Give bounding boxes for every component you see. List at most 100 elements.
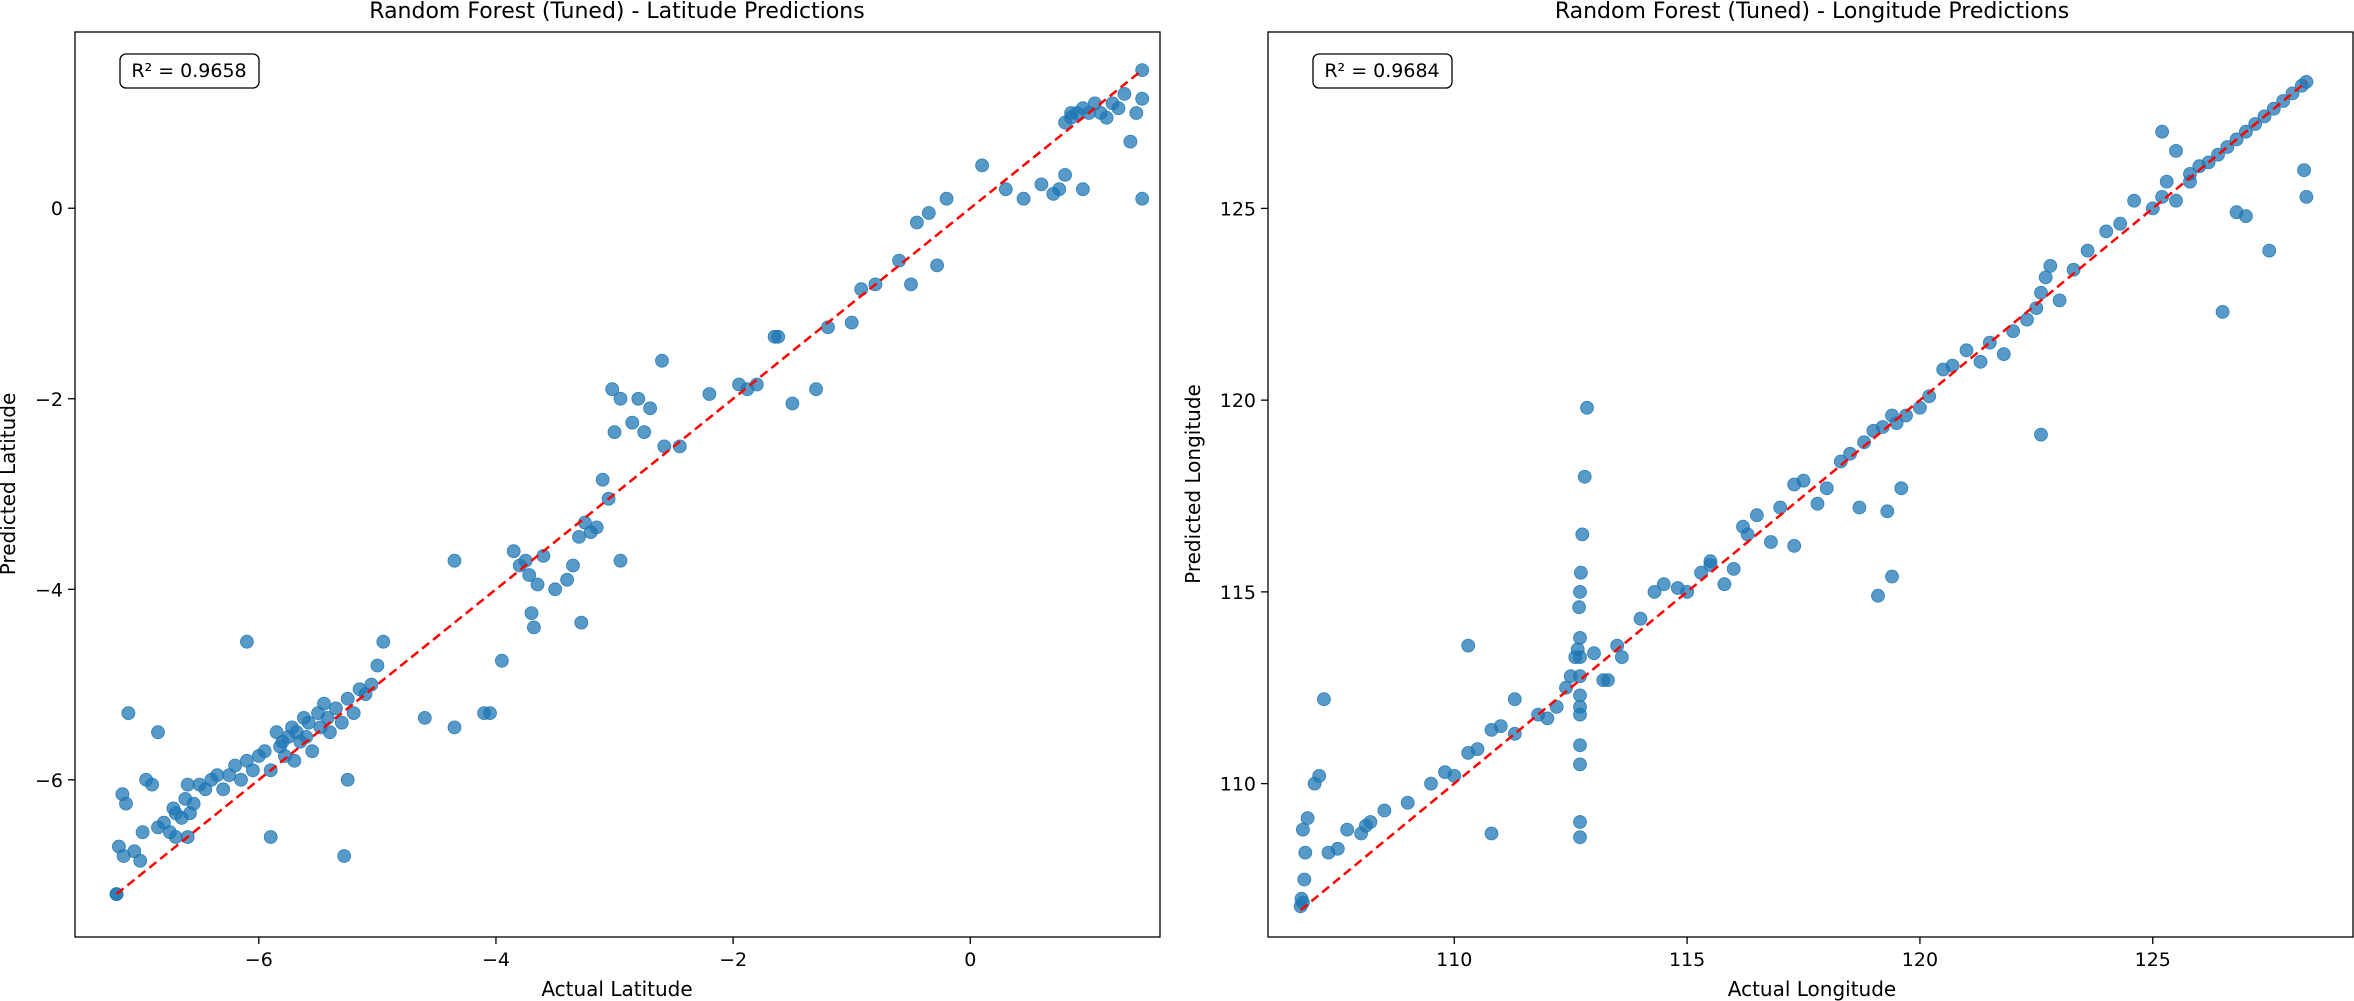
data-point [809,382,823,397]
data-point [2262,243,2277,258]
data-point [522,568,537,582]
chart-title: Random Forest (Tuned) - Latitude Predict… [369,0,864,24]
data-point [975,158,989,173]
x-axis-label: Actual Longitude [1728,977,1897,1001]
data-point [1573,631,1587,645]
data-point [2020,312,2034,327]
data-point [168,830,183,844]
data-point [1717,577,1732,592]
data-point [2034,427,2048,442]
data-point [257,744,272,759]
data-point [1703,558,1718,572]
data-point [1016,191,1031,206]
data-point [2169,193,2183,208]
data-point [317,696,331,711]
data-point [2159,174,2174,189]
plot-frame [74,31,1161,938]
latitude-scatter-marks [109,63,1150,901]
data-point [2113,216,2128,231]
data-point [1296,822,1310,837]
data-point [1111,101,1126,116]
chart-title: Random Forest (Tuned) - Longitude Predic… [1555,0,2069,24]
data-point [1034,177,1049,192]
data-point [1573,650,1587,664]
data-point [1052,182,1067,197]
data-point [1885,569,1899,584]
data-point [530,577,545,592]
data-point [1633,611,1648,626]
data-point [605,382,620,397]
y-axis-label: Predicted Longitude [1181,384,1205,584]
x-axis-ticks: 110 115 120 125 [1436,937,2171,971]
data-point [1573,757,1587,772]
data-point [370,658,385,673]
data-point [228,758,243,773]
y-axis-label: Predicted Latitude [0,393,20,576]
data-point [334,715,349,730]
data-point [135,825,150,840]
data-point [548,582,563,597]
data-point [1656,577,1671,592]
data-point [447,720,462,735]
data-point [417,711,432,725]
x-tick-label: −6 [245,949,273,971]
data-point [613,553,628,568]
y-tick-label: 115 [1220,582,1256,604]
data-point [1996,347,2011,362]
data-point [524,606,539,620]
data-point [239,634,254,649]
data-point [930,258,944,273]
data-point [1377,803,1392,818]
data-point [186,796,201,811]
data-point [1819,481,1834,496]
data-point [301,715,316,730]
x-tick-label: 125 [2135,949,2171,971]
data-point [337,849,352,863]
plot-frame [1267,31,2354,938]
data-point [2169,143,2183,158]
data-point [1973,354,1988,369]
data-point [1796,473,1811,488]
data-point [844,315,859,330]
data-point [1573,738,1587,753]
y-tick-label: 120 [1220,390,1256,412]
data-point [613,391,628,406]
data-point [771,329,786,344]
x-tick-label: −2 [719,949,747,971]
data-point [1913,400,1927,415]
data-point [560,572,574,587]
data-point [145,777,160,792]
data-point [2038,270,2053,285]
data-point [1135,191,1150,206]
data-point [376,634,391,649]
identity-reference-line [115,69,1143,896]
data-point [1574,565,1588,580]
y-tick-label: −6 [35,770,63,792]
data-point [1312,769,1327,783]
data-point [506,544,521,559]
r2-label: R² = 0.9684 [1324,60,1439,82]
data-point [1076,182,1090,197]
data-point [1340,822,1355,837]
data-point [1470,742,1485,756]
data-point [1129,106,1144,120]
data-point [939,191,954,206]
data-point [1573,585,1587,599]
data-point [589,520,604,535]
data-point [1540,711,1555,726]
data-point [1358,818,1373,833]
y-tick-label: −4 [35,579,63,601]
data-point [2006,324,2020,339]
data-point [2297,163,2312,178]
data-point [133,853,148,868]
data-point [1580,400,1594,415]
data-point [1135,91,1150,106]
data-point [785,396,800,411]
y-tick-label: 0 [51,198,63,220]
data-point [1573,830,1587,845]
x-tick-label: 0 [964,949,976,971]
data-point [1726,562,1741,576]
y-tick-label: 125 [1220,198,1256,220]
data-point [216,782,231,797]
